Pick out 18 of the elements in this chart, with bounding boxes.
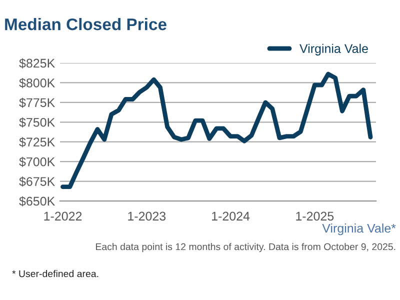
y-tick-label: $800K (19, 78, 55, 88)
y-tick-label: $675K (19, 176, 55, 187)
y-tick-label: $725K (19, 137, 55, 148)
text: Each data point is 12 months of activity. Data is from October 9, 2025. (96, 243, 396, 252)
x-tick-label: 1-2023 (128, 212, 166, 221)
y-tick-label: $750K (19, 117, 55, 128)
y-tick-label: $775K (19, 98, 55, 108)
x-tick-label: 1-2025 (296, 212, 334, 221)
text: Virginia Vale* (322, 224, 396, 236)
y-tick-label: $825K (19, 58, 55, 68)
line-series (60, 72, 373, 190)
x-tick-label: 1-2022 (44, 212, 82, 221)
y-tick-label: $700K (19, 156, 55, 167)
x-tick-label: 1-2024 (212, 212, 250, 221)
legend-label: Virginia Vale (300, 44, 368, 56)
y-tick-label: $650K (19, 196, 55, 206)
text: * User-defined area. (12, 270, 98, 278)
chart-title: Median Closed Price (5, 18, 166, 30)
